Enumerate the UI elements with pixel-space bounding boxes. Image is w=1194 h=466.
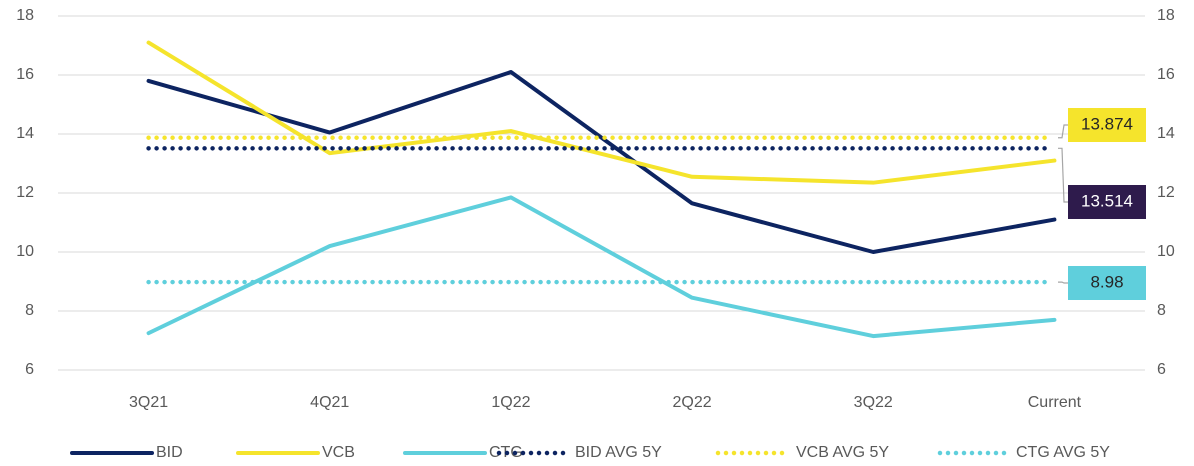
value-label-box	[1068, 108, 1146, 142]
legend-label: CTG AVG 5Y	[1016, 444, 1110, 461]
x-tick-label: 2Q22	[673, 394, 712, 411]
y2-tick-label: 6	[1157, 361, 1166, 378]
value-label: 8.98	[1090, 272, 1123, 291]
y-tick-label: 16	[16, 66, 34, 83]
legend-label: BID	[156, 444, 183, 461]
y-tick-label: 8	[25, 302, 34, 319]
y-tick-label: 18	[16, 7, 34, 24]
y2-tick-label: 18	[1157, 7, 1175, 24]
value-label-box	[1068, 185, 1146, 219]
leader-line	[1058, 281, 1068, 284]
legend-label: BID AVG 5Y	[575, 444, 662, 461]
value-label: 13.874	[1081, 114, 1133, 133]
x-tick-label: Current	[1028, 394, 1082, 411]
y-tick-label: 6	[25, 361, 34, 378]
x-tick-label: 3Q22	[854, 394, 893, 411]
y2-tick-label: 14	[1157, 125, 1175, 142]
y2-tick-label: 8	[1157, 302, 1166, 319]
legend-label: VCB AVG 5Y	[796, 444, 889, 461]
y2-tick-label: 16	[1157, 66, 1175, 83]
y2-tick-label: 12	[1157, 184, 1175, 201]
y2-tick-label: 10	[1157, 243, 1175, 260]
y-tick-label: 10	[16, 243, 34, 260]
series-line	[146, 195, 1057, 339]
x-tick-label: 4Q21	[310, 394, 349, 411]
value-label: 13.514	[1081, 191, 1133, 210]
y-tick-label: 12	[16, 184, 34, 201]
value-label-box	[1068, 266, 1146, 300]
series-line	[146, 40, 1057, 185]
x-tick-label: 3Q21	[129, 394, 168, 411]
x-tick-label: 1Q22	[491, 394, 530, 411]
series-line	[146, 70, 1057, 254]
y-tick-label: 14	[16, 125, 34, 142]
leader-line	[1058, 147, 1068, 203]
leader-line	[1058, 124, 1068, 139]
legend-label: VCB	[322, 444, 355, 461]
